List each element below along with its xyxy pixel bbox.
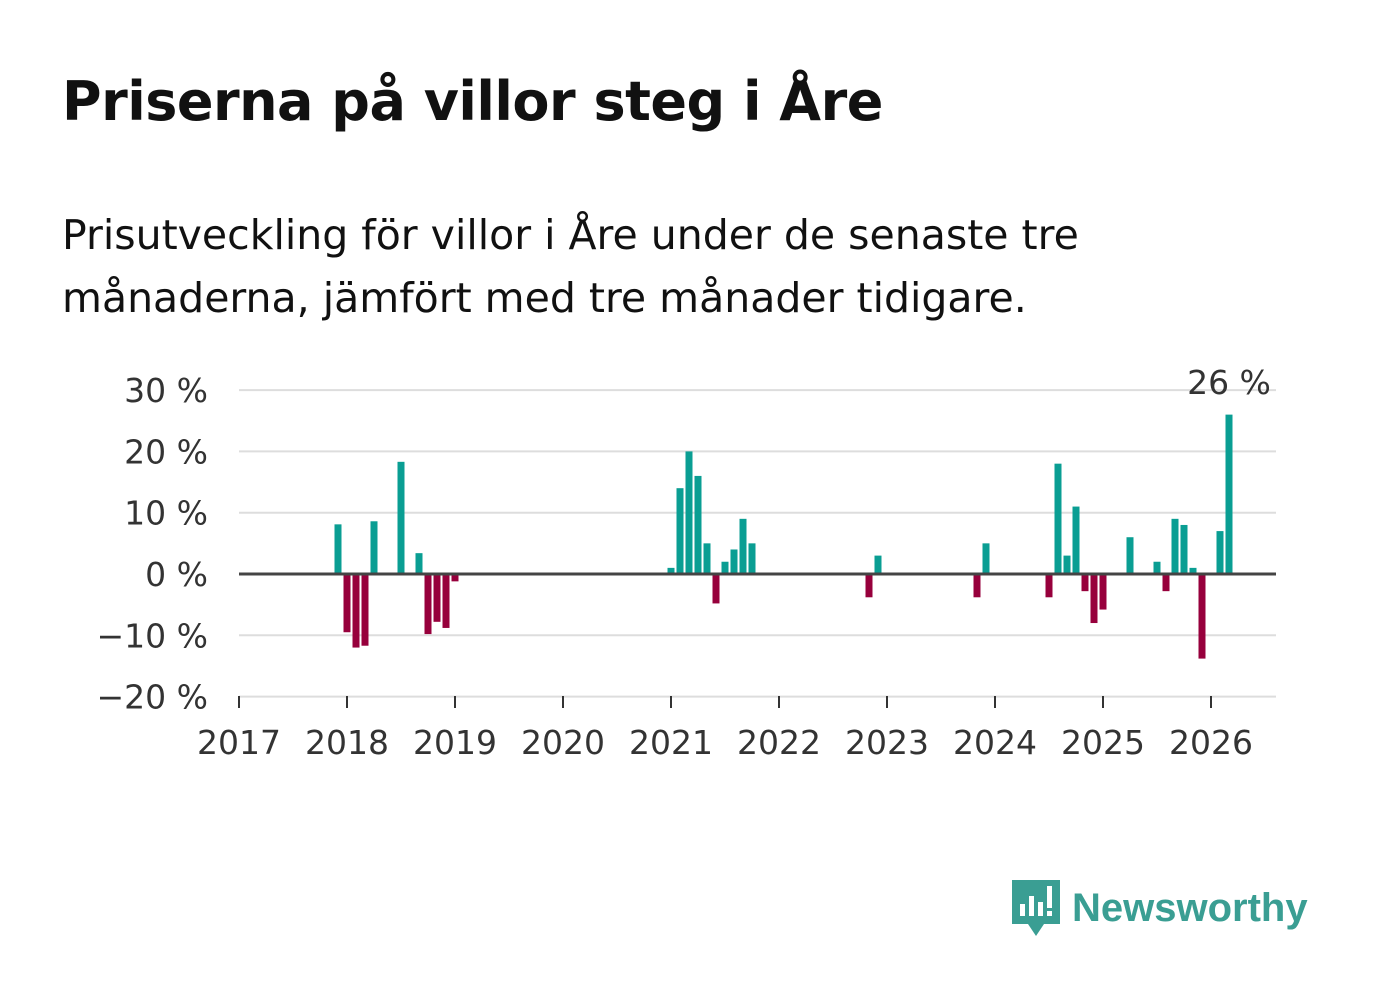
newsworthy-logo-icon [1012,880,1060,936]
y-tick-label: 30 % [124,371,208,410]
bar [442,574,450,628]
y-tick-label: −20 % [97,678,209,717]
bar [694,475,702,574]
bar [1225,414,1233,574]
annotation-label: 26 % [1187,363,1271,402]
bar [415,553,423,574]
bar [1189,567,1197,574]
bar [703,543,711,574]
x-tick-label: 2025 [1061,723,1145,762]
bar [973,574,981,598]
bar [352,574,360,648]
bar [1153,561,1161,574]
y-tick-label: 10 % [124,494,208,533]
brand-name: Newsworthy [1072,885,1308,930]
newsworthy-logo: Newsworthy [1010,878,1308,938]
x-tick-label: 2019 [413,723,497,762]
bar [433,574,441,622]
bar [1171,518,1179,574]
bar [451,574,459,582]
x-tick-label: 2024 [953,723,1037,762]
x-tick-label: 2017 [197,723,281,762]
bar [676,488,684,574]
bar [1216,531,1224,574]
bar [721,561,729,574]
bar [1198,574,1206,659]
bar [739,518,747,574]
bar [865,574,873,598]
bar [1126,537,1134,574]
x-tick-label: 2020 [521,723,605,762]
bar [874,555,882,574]
bar [748,543,756,574]
bar [370,521,378,574]
y-tick-label: 0 % [145,555,208,594]
bar [1081,574,1089,592]
bar [667,567,675,574]
bar [1063,555,1071,574]
bar [1162,574,1170,592]
x-tick-label: 2022 [737,723,821,762]
bar [1045,574,1053,598]
bar [334,524,342,574]
x-tick-label: 2018 [305,723,389,762]
bar [361,574,369,646]
chart-subtitle: Prisutveckling för villor i Åre under de… [62,211,1079,322]
bar [1099,574,1107,610]
bar [712,574,720,604]
x-tick-label: 2021 [629,723,713,762]
chart-title: Priserna på villor steg i Åre [62,70,883,133]
bar [1090,574,1098,624]
bar [730,549,738,574]
bar [1072,506,1080,574]
x-tick-label: 2026 [1169,723,1253,762]
bar [982,543,990,574]
bar [1054,463,1062,574]
bar [1180,524,1188,574]
bar [397,461,405,574]
bar [343,574,351,633]
x-tick-label: 2023 [845,723,929,762]
bar [685,451,693,574]
y-tick-label: 20 % [124,432,208,471]
y-tick-label: −10 % [97,616,209,655]
bar [424,574,432,635]
